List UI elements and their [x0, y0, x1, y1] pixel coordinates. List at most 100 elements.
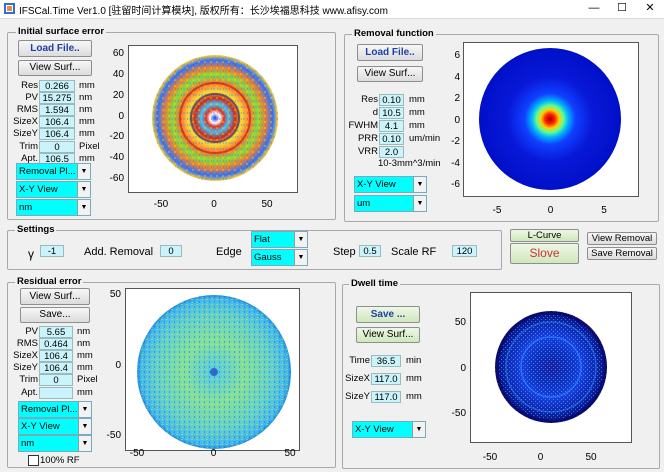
- dwell-row-label: SizeX: [345, 373, 370, 384]
- removal-unit-select[interactable]: um ▼: [354, 195, 427, 212]
- l-curve-button[interactable]: L-Curve: [510, 229, 579, 242]
- slove-button[interactable]: Slove: [510, 243, 579, 264]
- residual-row-value[interactable]: 0.464: [39, 338, 73, 351]
- dwell-x-tick-label: 0: [537, 452, 544, 463]
- removal-y-tick-label: 4: [454, 71, 460, 83]
- initial-row-unit: Pixel: [79, 140, 100, 152]
- residual-y-tick-label: 0: [115, 359, 121, 371]
- initial-view-surf-button[interactable]: View Surf...: [18, 60, 92, 76]
- residual-row-value[interactable]: 5.65: [39, 326, 73, 338]
- removal-row-unit: mm: [409, 107, 425, 118]
- removal-load-file-button[interactable]: Load File..: [357, 44, 423, 61]
- residual-unit-select[interactable]: nm ▼: [18, 435, 92, 452]
- dwell-row-label: Time: [349, 355, 370, 366]
- edge-flat-select[interactable]: Flat ▼: [251, 231, 308, 248]
- removal-x-tick-label: -5: [492, 205, 502, 216]
- settings-panel: [7, 230, 502, 270]
- removal-row-label: Res: [361, 94, 378, 105]
- dwell-row-value[interactable]: 117.0: [371, 373, 401, 385]
- scale-rf-input[interactable]: 120: [452, 245, 477, 257]
- removal-row-label: PRR: [357, 133, 378, 144]
- chevron-down-icon: ▼: [413, 196, 426, 211]
- residual-row-value[interactable]: 0: [39, 374, 73, 387]
- residual-view-select[interactable]: X-Y View ▼: [18, 418, 92, 435]
- residual-error-plot: [125, 288, 300, 451]
- residual-save-button[interactable]: Save...: [20, 307, 90, 323]
- residual-removal-plot-select[interactable]: Removal Pl... ▼: [18, 401, 92, 418]
- initial-x-tick-label: 50: [261, 199, 273, 210]
- save-removal-button[interactable]: Save Removal: [587, 247, 657, 260]
- view-removal-button[interactable]: View Removal: [587, 232, 657, 245]
- initial-row-unit: mm: [79, 128, 95, 140]
- initial-unit-select[interactable]: nm ▼: [16, 199, 91, 216]
- removal-row-unit: mm: [409, 94, 425, 105]
- residual-row-value[interactable]: 106.4: [39, 362, 73, 375]
- initial-row-value[interactable]: 0.266: [39, 80, 75, 92]
- residual-row-unit: Pixel: [77, 374, 98, 386]
- removal-row-label: FWHM: [348, 120, 378, 131]
- initial-surface-panel: [7, 32, 336, 220]
- residual-row-label: SizeY: [13, 362, 38, 374]
- initial-y-tick-label: -60: [109, 173, 124, 184]
- residual-row-label: Trim: [19, 374, 38, 386]
- initial-x-tick-label: -50: [153, 199, 169, 210]
- dwell-time-title: Dwell time: [349, 278, 400, 289]
- initial-x-tick-label: 0: [211, 199, 217, 210]
- removal-view-select[interactable]: X-Y View ▼: [354, 176, 427, 193]
- residual-row-value[interactable]: [39, 386, 73, 399]
- maximize-button[interactable]: ☐: [617, 2, 627, 14]
- residual-error-panel: [7, 282, 336, 468]
- initial-view-select[interactable]: X-Y View ▼: [16, 181, 91, 198]
- close-button[interactable]: ✕: [645, 2, 655, 14]
- residual-row-label: SizeX: [13, 350, 38, 362]
- initial-row-label: PV: [25, 92, 38, 104]
- gamma-label: γ: [28, 247, 34, 261]
- residual-view-surf-button[interactable]: View Surf...: [20, 288, 90, 305]
- dwell-row-unit: mm: [406, 373, 422, 384]
- dwell-view-select[interactable]: X-Y View ▼: [352, 421, 426, 438]
- initial-row-unit: mm: [79, 116, 95, 128]
- initial-row-label: SizeX: [13, 116, 38, 128]
- removal-row-value[interactable]: 10.5: [379, 107, 404, 119]
- initial-load-file-button[interactable]: Load File..: [18, 40, 92, 57]
- dwell-view-surf-button[interactable]: View Surf...: [356, 327, 420, 343]
- initial-row-value[interactable]: 1.594: [39, 104, 75, 117]
- dwell-row-value[interactable]: 117.0: [371, 391, 401, 403]
- initial-removal-plot-select[interactable]: Removal Pl... ▼: [16, 163, 91, 180]
- edge-gauss-select[interactable]: Gauss ▼: [251, 249, 308, 266]
- removal-row-value[interactable]: 2.0: [379, 146, 404, 158]
- removal-x-tick-label: 5: [601, 205, 607, 216]
- removal-y-tick-label: 6: [454, 50, 460, 61]
- removal-function-panel: [344, 34, 659, 222]
- full-rf-checkbox[interactable]: [28, 455, 39, 466]
- initial-y-tick-label: 40: [112, 68, 124, 80]
- removal-function-plot: [463, 42, 639, 197]
- removal-view-surf-button[interactable]: View Surf...: [357, 66, 423, 82]
- removal-row-value[interactable]: 0.10: [379, 133, 404, 145]
- chevron-down-icon: ▼: [413, 177, 426, 192]
- dwell-save-button[interactable]: Save ...: [356, 306, 420, 323]
- dwell-x-tick-label: -50: [482, 452, 498, 463]
- full-rf-label: 100% RF: [40, 455, 80, 466]
- residual-row-value[interactable]: 106.4: [39, 350, 73, 363]
- initial-row-value[interactable]: 106.4: [39, 116, 75, 129]
- vrr-unit-label: 10-3mm^3/min: [378, 158, 441, 169]
- chevron-down-icon: ▼: [78, 402, 91, 417]
- initial-row-label: RMS: [16, 104, 38, 116]
- initial-row-value[interactable]: 15.275: [39, 92, 75, 105]
- dwell-row-value[interactable]: 36.5: [371, 355, 401, 367]
- initial-row-value[interactable]: 0: [39, 140, 75, 153]
- add-removal-input[interactable]: 0: [160, 245, 182, 257]
- initial-row-unit: nm: [79, 104, 93, 116]
- minimize-button[interactable]: —: [588, 2, 600, 14]
- initial-y-tick-label: 0: [118, 110, 124, 122]
- removal-row-value[interactable]: 0.10: [379, 94, 404, 106]
- dwell-y-tick-label: 0: [460, 362, 466, 374]
- gamma-input[interactable]: -1: [40, 245, 64, 257]
- removal-y-tick-label: -2: [451, 136, 460, 147]
- residual-row-unit: mm: [77, 362, 93, 374]
- initial-surface-plot: [128, 45, 298, 193]
- step-input[interactable]: 0.5: [359, 245, 381, 257]
- removal-row-value[interactable]: 4.1: [379, 120, 404, 132]
- initial-row-value[interactable]: 106.4: [39, 128, 75, 141]
